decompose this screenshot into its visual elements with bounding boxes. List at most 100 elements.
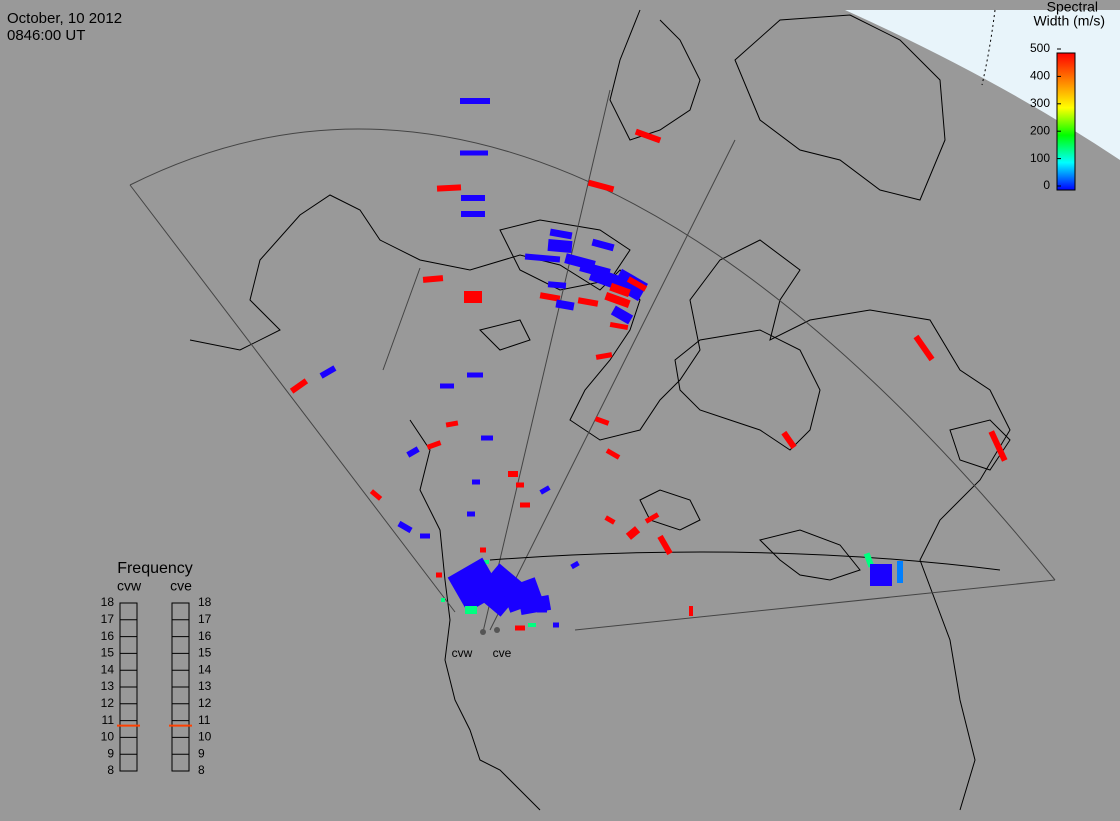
polar-cap	[845, 10, 1120, 160]
backscatter-cell	[547, 281, 567, 289]
backscatter-cell	[594, 416, 610, 426]
frequency-tick-label: 13	[198, 679, 212, 693]
backscatter-cell	[612, 268, 648, 302]
colorbar-bar	[1056, 52, 1076, 191]
frequency-tick-label: 10	[101, 730, 115, 744]
backscatter-cell	[441, 598, 445, 602]
backscatter-cell	[591, 238, 615, 252]
colorbar-tick-label: 400	[1030, 69, 1050, 83]
backscatter-cell	[870, 564, 892, 586]
frequency-tick-label: 9	[198, 746, 205, 760]
backscatter-cell	[988, 430, 1008, 462]
backscatter-cell	[604, 515, 616, 525]
radar-site	[480, 629, 486, 635]
backscatter-cell	[520, 502, 530, 508]
backscatter-cell	[570, 560, 580, 570]
backscatter-cell	[397, 520, 413, 534]
backscatter-cell	[515, 625, 525, 631]
frequency-tick-label: 12	[101, 696, 115, 710]
radar-site	[494, 627, 500, 633]
frequency-tick-label: 17	[101, 612, 115, 626]
radar-fov	[129, 89, 1056, 633]
frequency-tick-label: 15	[198, 646, 212, 660]
backscatter-cell	[440, 383, 454, 389]
backscatter-cell	[436, 572, 442, 578]
backscatter-cells	[289, 98, 1008, 631]
backscatter-cell	[467, 372, 483, 378]
backscatter-cell	[481, 435, 493, 441]
backscatter-cell	[464, 291, 482, 303]
backscatter-cell	[460, 150, 488, 156]
frequency-tick-label: 14	[101, 662, 115, 676]
backscatter-cell	[473, 563, 527, 617]
backscatter-cell	[436, 184, 462, 192]
frequency-tick-label: 10	[198, 730, 212, 744]
backscatter-cell	[897, 561, 903, 583]
backscatter-cell	[422, 275, 444, 283]
backscatter-cell	[553, 622, 559, 628]
colorbar-tick-label: 100	[1030, 151, 1050, 165]
backscatter-cell	[319, 365, 337, 379]
backscatter-cell	[595, 352, 613, 360]
frequency-tick-label: 11	[102, 713, 115, 727]
backscatter-cell	[461, 195, 485, 201]
frequency-tick-label: 9	[107, 746, 114, 760]
backscatter-cell	[537, 607, 547, 613]
backscatter-cell	[605, 448, 621, 460]
backscatter-cell	[913, 334, 935, 362]
radar-name: cvw	[117, 578, 142, 594]
colorbar-tick-label: 0	[1043, 178, 1050, 192]
frequency-tick-label: 13	[101, 679, 115, 693]
colorbar-title: Width (m/s)	[1033, 13, 1105, 29]
backscatter-cell	[689, 606, 693, 616]
backscatter-cell	[508, 471, 518, 477]
radar-label: cve	[493, 646, 512, 660]
backscatter-cell	[539, 485, 551, 495]
frequency-tick-label: 18	[101, 595, 115, 609]
backscatter-cell	[480, 547, 486, 553]
backscatter-cell	[481, 560, 489, 564]
colorbar-tick-label: 300	[1030, 96, 1050, 110]
colorbar-tick-label: 500	[1030, 41, 1050, 55]
backscatter-cell	[539, 292, 561, 302]
backscatter-cell	[369, 489, 383, 501]
backscatter-cell	[609, 282, 631, 298]
colorbar-tick-label: 200	[1030, 123, 1050, 137]
backscatter-cell	[609, 321, 629, 331]
backscatter-cell	[634, 128, 662, 144]
time-label: 0846:00 UT	[7, 27, 85, 44]
backscatter-cell	[587, 179, 615, 193]
date-label: October, 10 2012	[7, 10, 122, 27]
backscatter-cell	[461, 211, 485, 217]
backscatter-cell	[604, 291, 631, 309]
colorbar: 0 100 200 300 400 500	[1030, 41, 1076, 192]
radar-name: cve	[170, 578, 192, 594]
frequency-tick-label: 12	[198, 696, 212, 710]
backscatter-cell	[289, 378, 309, 394]
backscatter-cell	[528, 623, 536, 627]
frequency-tick-label: 14	[198, 662, 212, 676]
backscatter-cell	[547, 238, 573, 254]
frequency-tick-label: 8	[107, 763, 114, 777]
backscatter-cell	[555, 299, 575, 311]
frequency-tick-label: 18	[198, 595, 212, 609]
frequency-tick-label: 16	[198, 629, 212, 643]
backscatter-cell	[467, 511, 475, 517]
backscatter-cell	[472, 479, 480, 485]
backscatter-cell	[657, 534, 673, 556]
backscatter-cell	[445, 420, 459, 428]
backscatter-cell	[577, 297, 599, 307]
colorbar-title: Spectral	[1047, 0, 1098, 15]
backscatter-cell	[610, 305, 634, 325]
backscatter-cell	[426, 440, 442, 450]
backscatter-cell	[516, 482, 524, 488]
backscatter-cell	[465, 606, 477, 614]
radar-label: cvw	[452, 646, 473, 660]
backscatter-cell	[460, 98, 490, 104]
backscatter-cell	[781, 430, 797, 450]
backscatter-cell	[549, 228, 573, 240]
frequency-tick-label: 15	[101, 646, 115, 660]
